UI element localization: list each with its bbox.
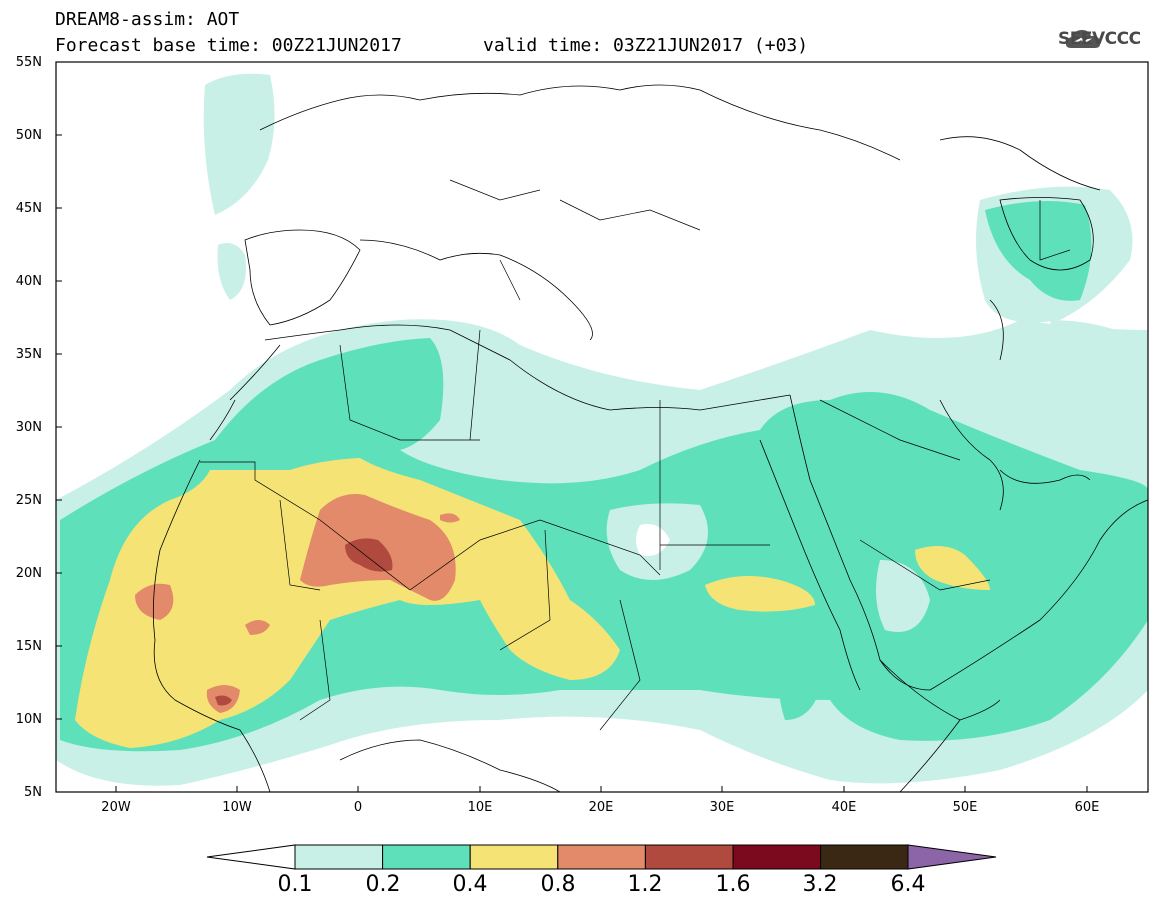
colorbar-high-arrow — [907, 844, 997, 870]
cloud-logo-icon — [1065, 30, 1101, 48]
country-borders — [200, 179, 1071, 731]
colorbar-swatch — [732, 844, 822, 870]
colorbar-swatch — [644, 844, 734, 870]
colorbar-label: 0.4 — [452, 872, 488, 897]
lon-label: 20E — [588, 800, 614, 815]
lat-label: 40N — [15, 274, 42, 289]
aot-band-0.2 — [60, 201, 1148, 752]
forecast-base-time: Forecast base time: 00Z21JUN2017 — [55, 35, 402, 56]
aot-band-1.2 — [215, 538, 393, 706]
colorbar-label: 0.8 — [540, 872, 576, 897]
colorbar-swatches — [294, 844, 909, 870]
lon-label: 20W — [101, 800, 131, 815]
colorbar-low-arrow — [206, 844, 296, 870]
lat-label: 20N — [15, 566, 42, 581]
aot-fields — [56, 73, 1148, 786]
aot-clear-patch — [636, 524, 670, 556]
map-title: DREAM8-assim: AOT — [55, 9, 240, 30]
lon-label: 50E — [952, 800, 978, 815]
lat-label: 25N — [15, 493, 42, 508]
colorbar-label: 6.4 — [890, 872, 926, 897]
lat-label: 30N — [15, 420, 42, 435]
lat-label: 15N — [15, 639, 42, 654]
colorbar-label: 1.2 — [627, 872, 663, 897]
colorbar-swatch — [382, 844, 471, 870]
lon-label: 40E — [831, 800, 857, 815]
seevccc-logo-text: SEEVCCC — [1058, 29, 1141, 49]
colorbar-swatch — [469, 844, 559, 870]
lon-label: 60E — [1074, 800, 1100, 815]
lat-label: 10N — [15, 712, 42, 727]
colorbar-label: 3.2 — [802, 872, 838, 897]
lat-label: 35N — [15, 347, 42, 362]
lat-label: 45N — [15, 201, 42, 216]
valid-time: valid time: 03Z21JUN2017 (+03) — [483, 35, 809, 56]
colorbar-label: 1.6 — [715, 872, 751, 897]
axis-ticks — [56, 61, 1088, 792]
colorbar-swatch — [557, 844, 646, 870]
lat-label: 50N — [15, 128, 42, 143]
colorbar-swatch — [294, 844, 384, 870]
lon-label: 10W — [222, 800, 252, 815]
colorbar-swatch — [820, 844, 909, 870]
colorbar-label: 0.2 — [365, 872, 401, 897]
colorbar-label: 0.1 — [277, 872, 313, 897]
lat-label: 5N — [24, 785, 42, 800]
lon-label: 10E — [467, 800, 493, 815]
aot-band-0.4 — [75, 458, 990, 748]
lon-label: 0 — [353, 800, 363, 815]
lat-label: 55N — [15, 55, 42, 70]
lon-label: 30E — [709, 800, 735, 815]
coastlines — [152, 84, 1148, 792]
